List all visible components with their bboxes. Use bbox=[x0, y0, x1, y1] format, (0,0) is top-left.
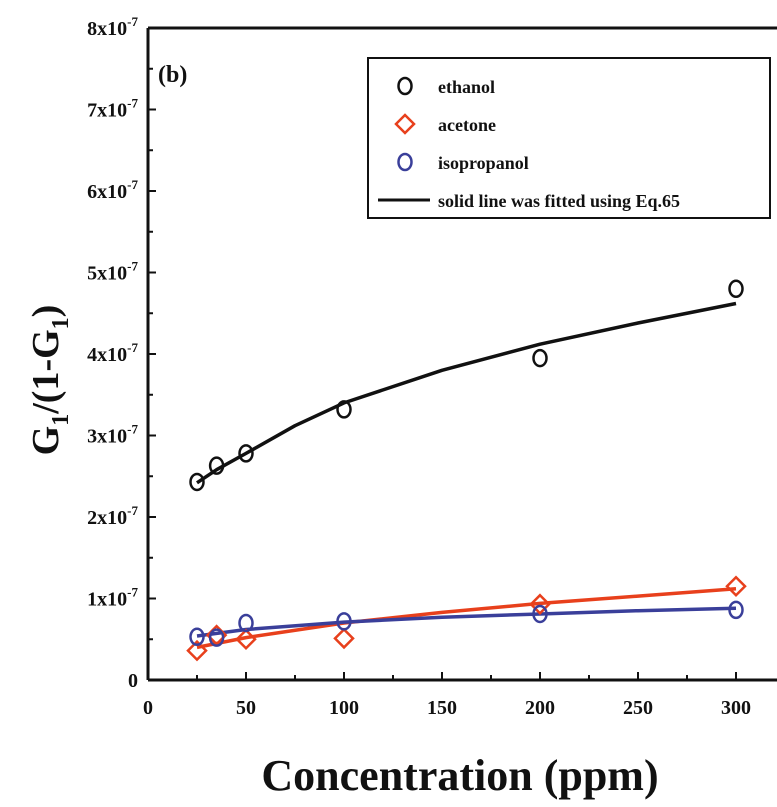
x-tick-label: 250 bbox=[623, 697, 653, 719]
y-axis-label: G1/(1-G1) bbox=[25, 305, 74, 456]
data-point-acetone bbox=[725, 575, 747, 598]
legend-label: solid line was fitted using Eq.65 bbox=[438, 191, 680, 211]
legend-label: acetone bbox=[438, 115, 496, 135]
data-point-isopropanol bbox=[238, 613, 254, 633]
legend: ethanol acetone isopropanol solid line was … bbox=[367, 57, 771, 219]
x-tick-label: 50 bbox=[236, 697, 256, 719]
data-point-isopropanol bbox=[208, 628, 225, 647]
x-tick-label: 150 bbox=[427, 697, 457, 719]
y-tick-label: 7x10-7 bbox=[87, 96, 138, 122]
data-point-ethanol bbox=[208, 456, 225, 475]
legend-symbol-isopropanol bbox=[397, 152, 413, 172]
fit-line-ethanol bbox=[196, 301, 737, 485]
data-markers bbox=[186, 279, 747, 662]
y-tick-label: 2x10-7 bbox=[87, 503, 138, 529]
y-tick-label: 4x10-7 bbox=[87, 340, 138, 366]
y-tick-label: 5x10-7 bbox=[87, 259, 138, 285]
legend-box bbox=[367, 57, 771, 219]
data-point-isopropanol bbox=[532, 604, 548, 624]
data-point-acetone bbox=[235, 628, 257, 651]
data-point-ethanol bbox=[238, 444, 254, 463]
y-tick-label: 3x10-7 bbox=[87, 422, 138, 448]
data-point-ethanol bbox=[728, 279, 744, 299]
x-ticks: 0 50 100 150 200 250 300 bbox=[143, 672, 751, 719]
legend-label: isopropanol bbox=[438, 153, 529, 173]
data-point-isopropanol bbox=[336, 612, 352, 631]
fit-lines bbox=[196, 301, 737, 650]
x-tick-label: 200 bbox=[525, 697, 555, 719]
data-point-acetone bbox=[529, 593, 551, 615]
y-tick-label: 8x10-7 bbox=[87, 14, 138, 40]
x-tick-label: 100 bbox=[329, 697, 359, 719]
x-axis-label: Concentration (ppm) bbox=[261, 751, 658, 800]
fit-line-acetone bbox=[196, 586, 737, 650]
x-tick-label: 0 bbox=[143, 697, 153, 719]
panel-label: (b) bbox=[158, 62, 187, 88]
data-point-isopropanol bbox=[728, 600, 744, 620]
data-point-acetone bbox=[186, 639, 208, 662]
data-point-ethanol bbox=[189, 472, 205, 492]
legend-symbol-ethanol bbox=[397, 76, 413, 96]
x-tick-label: 300 bbox=[721, 697, 751, 719]
y-tick-label: 6x10-7 bbox=[87, 177, 138, 203]
y-tick-label: 1x10-7 bbox=[87, 585, 138, 611]
y-tick-label: 0 bbox=[128, 670, 138, 692]
data-point-ethanol bbox=[532, 348, 548, 368]
legend-label: ethanol bbox=[438, 77, 495, 97]
data-point-isopropanol bbox=[189, 627, 205, 647]
y-ticks: 0 1x10-7 2x10-7 3x10-7 4x10-7 5x10-7 6x10-7 7x1… bbox=[87, 14, 156, 692]
data-point-ethanol bbox=[336, 400, 352, 419]
data-point-acetone bbox=[333, 627, 355, 650]
legend-symbol-acetone bbox=[394, 113, 416, 135]
